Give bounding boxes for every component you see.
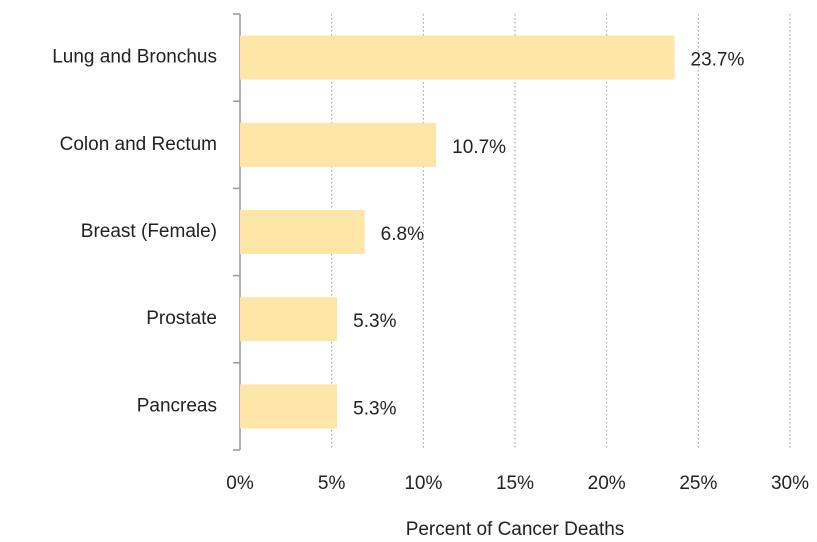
value-label: 6.8% — [381, 224, 424, 245]
bar — [240, 210, 365, 254]
x-tick-label: 15% — [496, 473, 534, 494]
x-tick-label: 5% — [318, 473, 346, 494]
x-tick-label: 0% — [226, 473, 254, 494]
y-tick-label: Colon and Rectum — [60, 134, 217, 155]
y-tick-label: Breast (Female) — [81, 221, 217, 242]
x-tick-label: 20% — [588, 473, 626, 494]
x-tick-label: 10% — [404, 473, 442, 494]
x-axis-title: Percent of Cancer Deaths — [406, 519, 625, 540]
y-tick-label: Lung and Bronchus — [52, 47, 217, 68]
y-tick-label: Pancreas — [137, 395, 217, 416]
bar — [240, 384, 338, 429]
value-label: 5.3% — [353, 398, 396, 419]
value-label: 10.7% — [452, 137, 506, 158]
bar — [240, 122, 437, 167]
y-tick-label: Prostate — [146, 308, 217, 329]
x-tick-label: 30% — [771, 473, 809, 494]
x-tick-label: 25% — [679, 473, 717, 494]
value-label: 5.3% — [353, 311, 396, 332]
value-label: 23.7% — [691, 50, 745, 71]
bar — [240, 297, 338, 342]
bar — [240, 35, 675, 80]
